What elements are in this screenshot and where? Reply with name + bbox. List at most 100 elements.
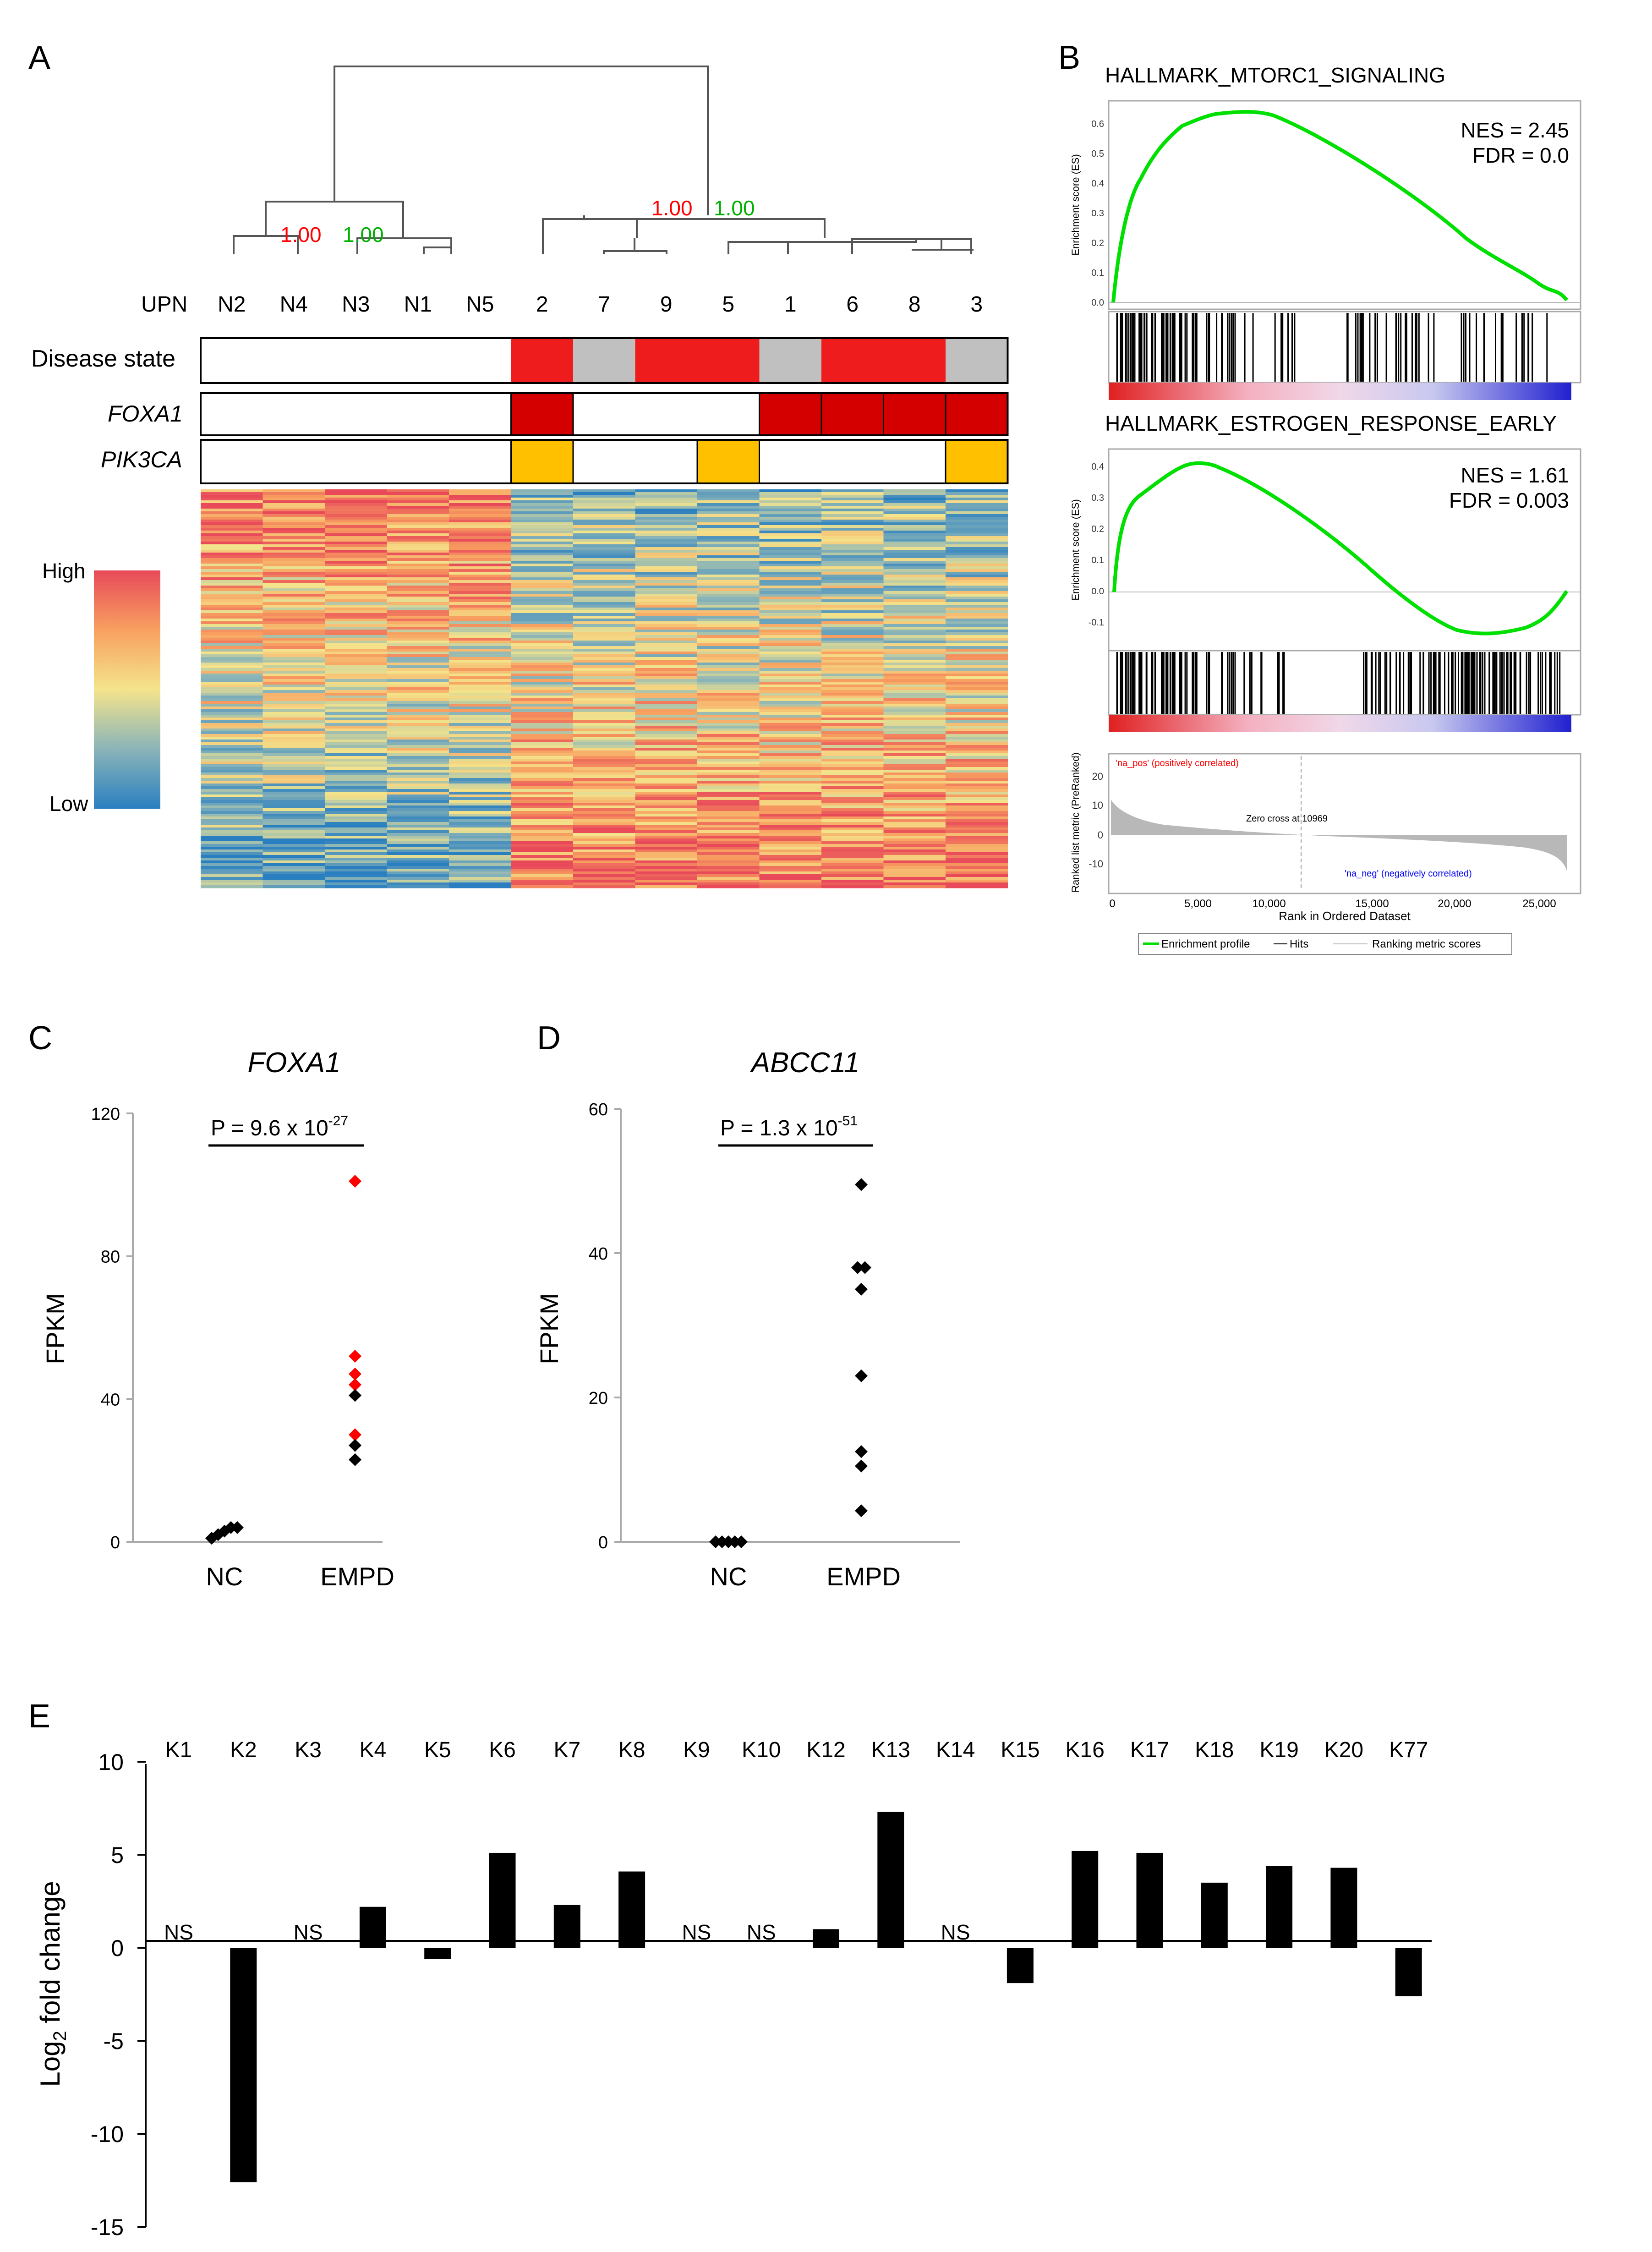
heatmap-cell — [263, 613, 325, 616]
heatmap-cell — [821, 698, 884, 701]
heatmap-cell — [635, 514, 698, 517]
heatmap-cell — [449, 762, 511, 765]
chart-d-point — [855, 1459, 868, 1473]
heatmap-cell — [387, 803, 449, 806]
heatmap-cell — [201, 836, 263, 839]
heatmap-cell — [201, 676, 263, 679]
heatmap-cell — [946, 770, 1008, 773]
heatmap-cell — [946, 723, 1008, 726]
heatmap-cell — [449, 685, 511, 688]
heatmap-cell — [387, 630, 449, 633]
heatmap-cell — [759, 531, 822, 534]
heatmap-cell — [263, 849, 325, 853]
heatmap-cell — [511, 825, 574, 828]
heatmap-cell — [263, 786, 325, 789]
heatmap-cell — [759, 492, 822, 495]
heatmap-cell — [883, 489, 946, 493]
heatmap-cell — [573, 495, 635, 498]
heatmap-cell — [759, 654, 822, 658]
chart-c-title: FOXA1 — [247, 1047, 340, 1079]
heatmap-cell — [883, 836, 946, 839]
heatmap-cell — [449, 786, 511, 789]
ytick-1-06: 0.6 — [1091, 119, 1104, 129]
heatmap-cell — [946, 718, 1008, 721]
heatmap-cell — [449, 781, 511, 784]
heatmap-cell — [387, 621, 449, 625]
heatmap-cell — [449, 500, 511, 504]
heatmap-cell — [946, 687, 1008, 690]
heatmap-cell — [325, 805, 387, 809]
heatmap-cell — [635, 591, 698, 594]
chart-e-cat-K13: K13 — [871, 1738, 910, 1762]
heatmap-cell — [511, 641, 574, 644]
heatmap-cell — [759, 833, 822, 836]
heatmap-cell — [263, 792, 325, 795]
pik3ca-cell — [573, 440, 635, 483]
heatmap-cell — [573, 847, 635, 850]
heatmap-cell — [325, 822, 387, 825]
disease-state-label: Disease state — [31, 345, 175, 372]
chart-d-pvalue: P = 1.3 x 10-51 — [720, 1113, 858, 1140]
heatmap-cell — [635, 522, 698, 526]
heatmap-cell — [946, 858, 1008, 861]
heatmap-cell — [635, 685, 698, 688]
heatmap-cell — [325, 748, 387, 751]
heatmap-cell — [387, 693, 449, 696]
heatmap-cell — [387, 712, 449, 715]
heatmap-cell — [325, 885, 387, 888]
heatmap-cell — [697, 833, 760, 836]
heatmap-cell — [511, 690, 574, 693]
heatmap-cell — [573, 855, 635, 858]
heatmap-cell — [946, 630, 1008, 633]
heatmap-cell — [759, 858, 822, 861]
heatmap-cell — [387, 847, 449, 850]
heatmap-cell — [449, 778, 511, 781]
heatmap-cell — [821, 643, 884, 647]
heatmap-cell — [511, 800, 574, 803]
heatmap-cell — [201, 800, 263, 803]
heatmap-cell — [946, 665, 1008, 668]
heatmap-cell — [697, 852, 760, 855]
chart-c-point — [349, 1389, 361, 1402]
heatmap-cell — [821, 503, 884, 506]
heatmap-cell — [697, 583, 760, 586]
heatmap-cell — [573, 836, 635, 839]
heatmap-cell — [759, 643, 822, 647]
heatmap-cell — [883, 665, 946, 668]
heatmap-cell — [635, 605, 698, 608]
heatmap-cell — [263, 619, 325, 622]
heatmap-cell — [325, 827, 387, 831]
heatmap-cell — [387, 762, 449, 765]
heatmap-cell — [325, 704, 387, 707]
heatmap-cell — [946, 682, 1008, 685]
heatmap-cell — [697, 808, 760, 811]
heatmap-cell — [697, 871, 760, 875]
heatmap-cell — [325, 531, 387, 534]
heatmap-cell — [635, 740, 698, 743]
heatmap-cell — [325, 863, 387, 866]
heatmap-cell — [449, 696, 511, 699]
heatmap-cell — [635, 608, 698, 611]
heatmap-cell — [449, 797, 511, 800]
heatmap-cell — [573, 704, 635, 707]
heatmap-cell — [511, 764, 574, 767]
heatmap-cell — [946, 580, 1008, 583]
heatmap-cell — [449, 635, 511, 638]
heatmap-cell — [946, 729, 1008, 732]
upn-label: UPN — [141, 292, 187, 317]
heatmap-cell — [883, 616, 946, 619]
heatmap-cell — [635, 641, 698, 644]
es-plot-1-yticks: 0.6 0.5 0.4 0.3 0.2 0.1 0.0 — [1091, 119, 1104, 308]
heatmap-cell — [946, 566, 1008, 570]
heatmap-cell — [325, 814, 387, 817]
heatmap-cell — [387, 707, 449, 710]
heatmap-cell — [263, 819, 325, 822]
heatmap-cell — [263, 698, 325, 701]
heatmap-cell — [821, 704, 884, 707]
disease-state-cell — [821, 338, 884, 383]
heatmap-cell — [387, 696, 449, 699]
heatmap-cell — [201, 701, 263, 704]
heatmap-cell — [883, 860, 946, 864]
heatmap-cell — [201, 858, 263, 861]
